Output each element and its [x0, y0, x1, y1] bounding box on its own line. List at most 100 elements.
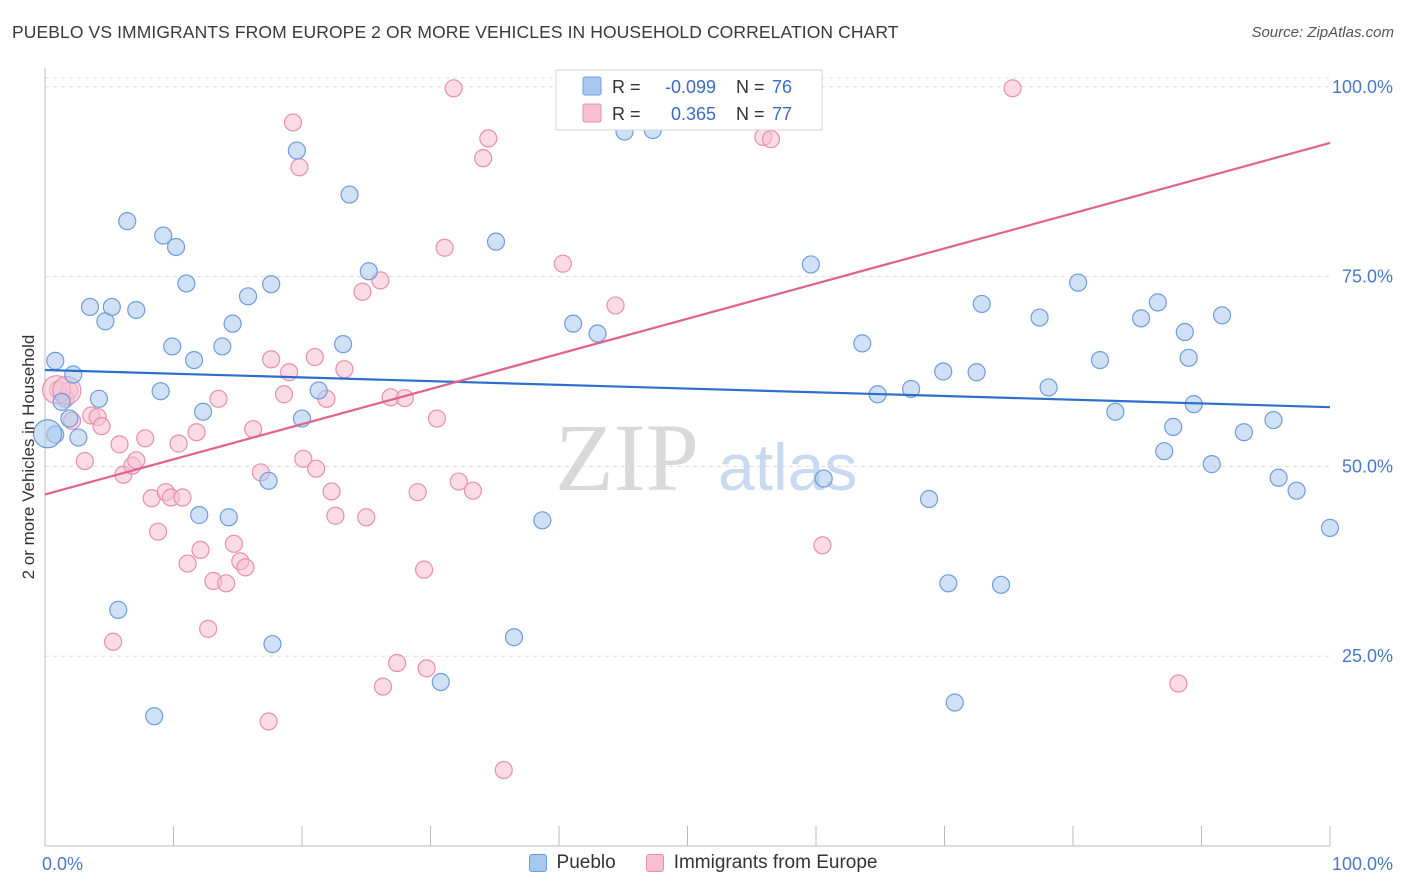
- data-point-pueblo: [127, 300, 146, 320]
- data-point-immigrants: [290, 158, 309, 177]
- legend-item-immigrants: Immigrants from Europe: [645, 852, 878, 874]
- data-point-pueblo: [89, 389, 109, 408]
- data-point-pueblo: [287, 141, 306, 160]
- data-point-immigrants: [435, 238, 454, 257]
- data-point-pueblo: [102, 297, 121, 317]
- chart-title: PUEBLO VS IMMIGRANTS FROM EUROPE 2 OR MO…: [12, 22, 899, 42]
- legend-swatch-pueblo-bottom: [528, 854, 547, 872]
- data-point-pueblo: [853, 334, 872, 353]
- data-point-pueblo: [193, 402, 213, 421]
- data-point-pueblo: [46, 351, 65, 370]
- data-point-large-pueblo: [32, 419, 63, 449]
- watermark-atlas: atlas: [718, 430, 857, 504]
- data-point-pueblo: [223, 314, 242, 333]
- data-point-pueblo: [972, 294, 991, 314]
- data-point-immigrants: [449, 472, 468, 491]
- data-point-pueblo: [69, 428, 88, 447]
- y-tick-label: 25.0%: [1342, 646, 1393, 666]
- data-point-immigrants: [322, 482, 341, 501]
- data-point-pueblo: [1132, 309, 1151, 328]
- data-point-immigrants: [294, 449, 313, 468]
- data-point-pueblo: [533, 511, 552, 530]
- data-point-pueblo: [118, 212, 137, 231]
- data-point-immigrants: [173, 488, 192, 507]
- data-point-pueblo: [334, 335, 353, 354]
- legend-n-value-1: 77: [772, 104, 792, 124]
- data-point-pueblo: [238, 287, 258, 306]
- legend-r-value-1: 0.365: [671, 104, 716, 124]
- data-point-immigrants: [357, 508, 376, 527]
- data-point-immigrants: [408, 483, 427, 502]
- data-point-pueblo: [52, 392, 71, 411]
- data-point-pueblo: [64, 365, 83, 384]
- data-point-pueblo: [219, 508, 238, 527]
- data-point-immigrants: [444, 79, 463, 98]
- data-point-pueblo: [901, 379, 921, 399]
- series-pueblo-points: [32, 120, 1340, 726]
- data-point-immigrants: [335, 360, 354, 379]
- x-tick-labels: 0.0% 100.0%: [42, 854, 1393, 874]
- data-point-pueblo: [163, 337, 182, 356]
- data-point-pueblo: [259, 471, 278, 490]
- legend-r-label-0: R =: [612, 77, 641, 97]
- trend-line-pueblo: [44, 368, 1331, 409]
- data-point-pueblo: [1320, 518, 1340, 537]
- data-point-pueblo: [1164, 417, 1183, 437]
- legend-swatch-immigrants: [582, 103, 602, 123]
- data-point-pueblo: [263, 634, 282, 654]
- data-point-pueblo: [359, 262, 378, 281]
- data-point-pueblo: [1175, 322, 1194, 342]
- data-point-immigrants: [148, 522, 168, 541]
- watermark-zip: ZIP: [555, 404, 699, 511]
- watermark: ZIP atlas: [555, 404, 857, 511]
- data-point-pueblo: [1234, 423, 1254, 442]
- data-point-immigrants: [494, 760, 513, 780]
- data-point-pueblo: [190, 505, 209, 525]
- data-point-immigrants: [127, 451, 146, 470]
- legend-label-immigrants: Immigrants from Europe: [673, 852, 878, 873]
- data-point-pueblo: [1106, 402, 1125, 421]
- data-point-immigrants: [169, 434, 188, 453]
- data-point-immigrants: [262, 350, 281, 369]
- data-point-immigrants: [463, 481, 483, 500]
- data-point-pueblo: [991, 575, 1011, 594]
- y-axis-label: 2 or more Vehicles in Household: [19, 335, 38, 580]
- data-point-pueblo: [60, 409, 79, 428]
- data-point-pueblo: [1202, 455, 1221, 474]
- legend-n-value-0: 76: [772, 77, 792, 97]
- data-point-immigrants: [606, 296, 625, 315]
- data-point-immigrants: [1169, 674, 1188, 693]
- data-point-immigrants: [553, 254, 572, 273]
- data-point-pueblo: [504, 628, 524, 647]
- data-point-pueblo: [934, 362, 953, 381]
- data-point-immigrants: [110, 435, 129, 454]
- data-point-immigrants: [104, 632, 123, 651]
- data-point-immigrants: [217, 574, 236, 593]
- axes: [44, 68, 1331, 847]
- legend-r-value-0: -0.099: [665, 77, 716, 97]
- data-point-immigrants: [387, 653, 407, 673]
- legend-n-label-0: N =: [736, 77, 765, 97]
- data-point-pueblo: [1264, 410, 1283, 430]
- data-point-immigrants: [224, 534, 243, 553]
- y-tick-label: 75.0%: [1342, 267, 1393, 287]
- legend-swatch-pueblo: [582, 76, 602, 96]
- data-point-pueblo: [1030, 308, 1049, 327]
- data-point-immigrants: [209, 389, 228, 408]
- data-point-pueblo: [154, 226, 173, 245]
- data-point-pueblo: [1090, 350, 1110, 370]
- data-point-pueblo: [80, 297, 100, 317]
- data-point-pueblo: [1212, 306, 1232, 325]
- y-tick-labels: 25.0% 50.0% 75.0% 100.0%: [1332, 77, 1393, 666]
- data-point-immigrants: [417, 659, 436, 678]
- data-point-pueblo: [1155, 442, 1174, 461]
- stats-legend: R = -0.099 N = 76 R = 0.365 N = 77: [555, 69, 823, 131]
- x-tick-label-max: 100.0%: [1332, 854, 1393, 874]
- legend-swatch-immigrants-bottom: [645, 854, 664, 872]
- data-point-pueblo: [945, 693, 964, 712]
- data-point-pueblo: [145, 707, 164, 726]
- y-tick-label: 50.0%: [1342, 456, 1393, 476]
- data-point-immigrants: [178, 554, 197, 573]
- y-tick-label: 100.0%: [1332, 77, 1393, 97]
- data-point-pueblo: [1039, 378, 1058, 397]
